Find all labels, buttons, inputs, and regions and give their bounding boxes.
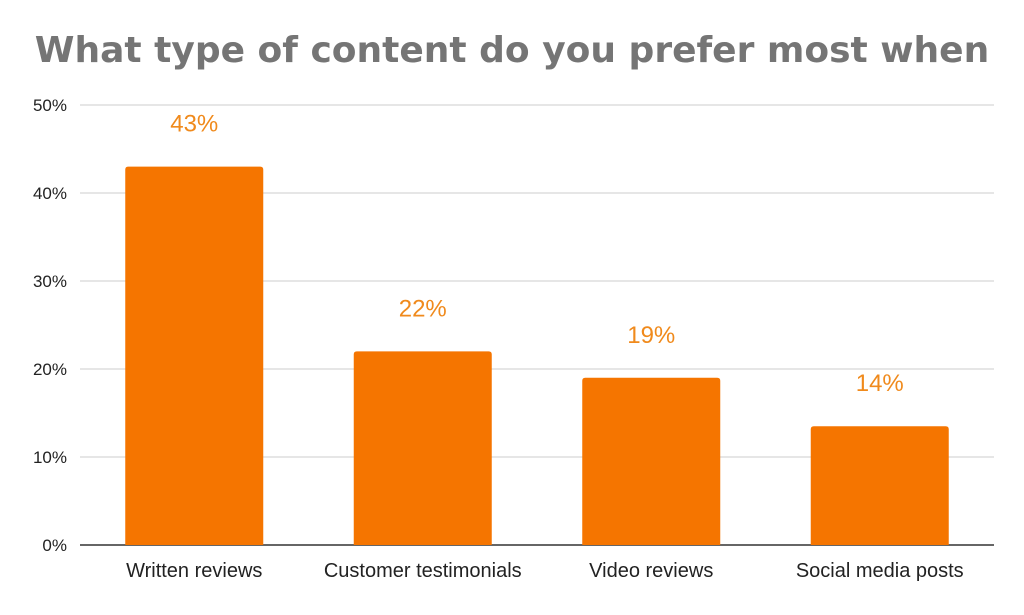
y-axis-tick-labels: 0% 10% 20% 30% 40% 50% (33, 96, 67, 555)
bar (353, 351, 492, 545)
bars (125, 166, 949, 545)
x-tick-label: Social media posts (796, 560, 964, 582)
y-tick-label: 40% (33, 184, 67, 203)
y-tick-label: 50% (33, 96, 67, 115)
data-labels: 43% 22% 19% 14% (170, 111, 904, 398)
x-axis-category-labels: Written reviews Customer testimonials Vide… (126, 560, 964, 582)
bar (125, 166, 264, 545)
y-tick-label: 30% (33, 272, 67, 291)
bar (810, 426, 949, 545)
x-tick-label: Written reviews (126, 560, 262, 582)
y-tick-label: 20% (33, 360, 67, 379)
data-label: 22% (399, 295, 447, 322)
bar (582, 377, 721, 545)
data-label: 19% (627, 322, 675, 349)
data-label: 43% (170, 111, 218, 138)
chart-title: What type of content do you prefer most … (35, 30, 989, 71)
y-tick-label: 10% (33, 448, 67, 467)
y-tick-label: 0% (42, 536, 67, 555)
x-tick-label: Video reviews (589, 560, 713, 582)
x-tick-label: Customer testimonials (324, 560, 522, 582)
data-label: 14% (856, 370, 904, 397)
